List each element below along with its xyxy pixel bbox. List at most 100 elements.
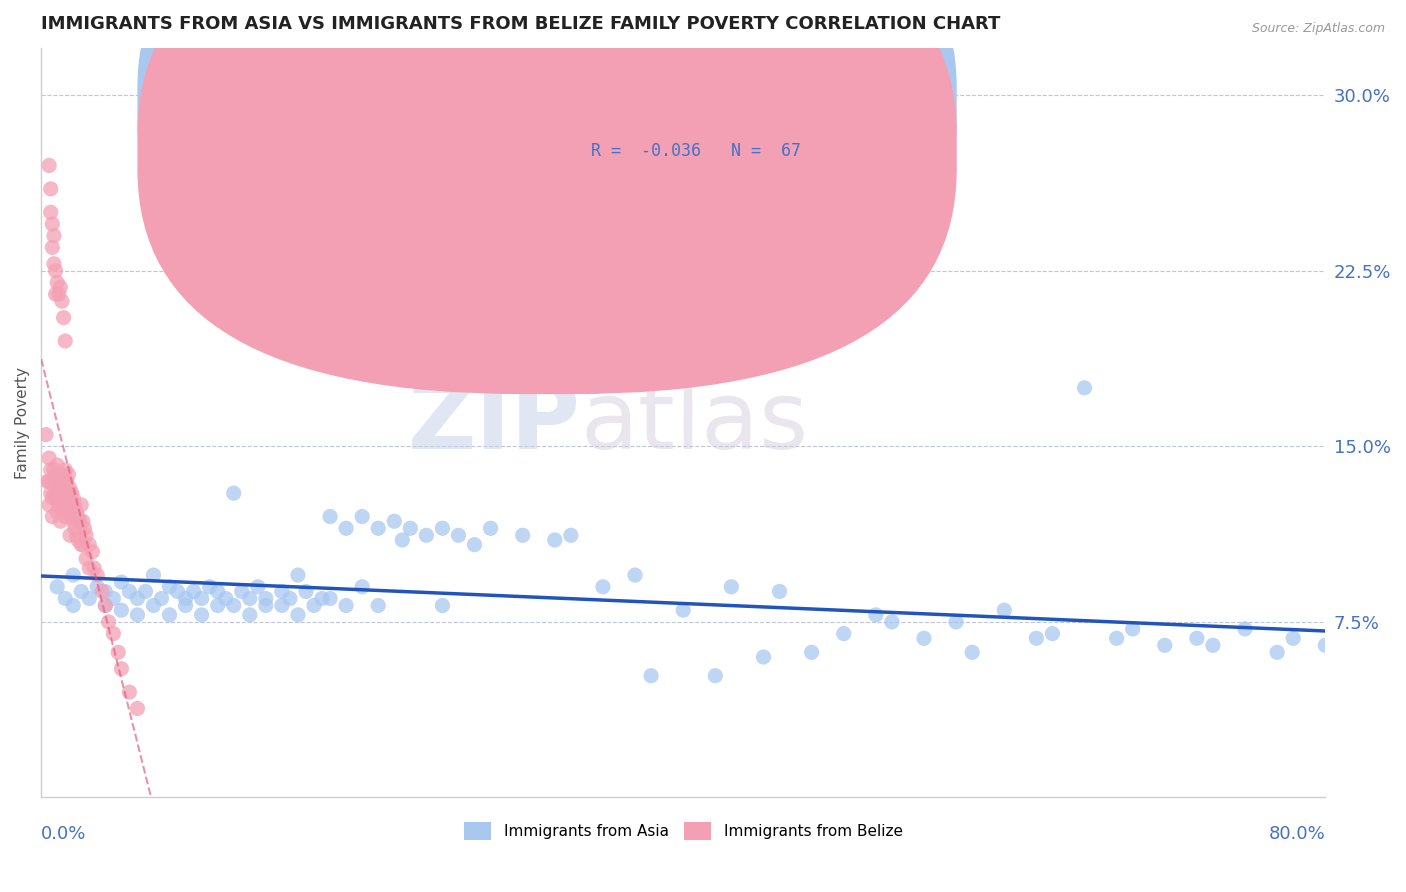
- Point: [335, 599, 357, 613]
- Point: [41, 240, 63, 254]
- Point: [1346, 632, 1368, 646]
- Point: [42, 228, 65, 243]
- Point: [37, 475, 59, 489]
- Point: [127, 701, 149, 715]
- Point: [254, 599, 277, 613]
- Point: [302, 599, 325, 613]
- Point: [207, 584, 229, 599]
- Point: [352, 580, 374, 594]
- Point: [46, 505, 69, 519]
- Point: [66, 533, 89, 547]
- Point: [52, 310, 75, 325]
- Point: [59, 528, 82, 542]
- Point: [38, 451, 60, 466]
- Point: [239, 607, 262, 622]
- Point: [77, 561, 100, 575]
- Point: [42, 257, 65, 271]
- Point: [59, 482, 82, 496]
- Point: [768, 584, 790, 599]
- Point: [72, 514, 94, 528]
- Point: [1362, 645, 1385, 659]
- Point: [246, 580, 269, 594]
- Point: [335, 521, 357, 535]
- Point: [367, 599, 389, 613]
- Point: [319, 509, 342, 524]
- Point: [190, 591, 212, 606]
- Point: [560, 528, 582, 542]
- Point: [832, 626, 855, 640]
- Point: [42, 486, 65, 500]
- Point: [86, 580, 108, 594]
- Point: [215, 591, 238, 606]
- Point: [53, 486, 76, 500]
- Text: 80.0%: 80.0%: [1268, 824, 1326, 843]
- Point: [38, 475, 60, 489]
- Point: [231, 584, 253, 599]
- Point: [391, 533, 413, 547]
- Point: [42, 463, 65, 477]
- Point: [39, 463, 62, 477]
- Point: [51, 294, 73, 309]
- Point: [53, 591, 76, 606]
- Point: [447, 528, 470, 542]
- Point: [198, 580, 221, 594]
- Point: [75, 551, 97, 566]
- Point: [46, 482, 69, 496]
- Point: [960, 645, 983, 659]
- Point: [52, 475, 75, 489]
- Point: [63, 498, 86, 512]
- Point: [75, 528, 97, 542]
- Text: R =  -0.036   N =  67: R = -0.036 N = 67: [591, 143, 801, 161]
- Point: [432, 599, 454, 613]
- Point: [53, 509, 76, 524]
- Y-axis label: Family Poverty: Family Poverty: [15, 367, 30, 479]
- Point: [60, 486, 83, 500]
- Point: [1265, 645, 1288, 659]
- Point: [62, 514, 84, 528]
- Point: [311, 591, 333, 606]
- Point: [45, 467, 67, 482]
- Point: [39, 486, 62, 500]
- Point: [127, 607, 149, 622]
- Point: [35, 427, 58, 442]
- Point: [45, 491, 67, 505]
- Point: [672, 603, 695, 617]
- Point: [94, 599, 117, 613]
- Point: [49, 280, 72, 294]
- Point: [48, 475, 70, 489]
- Point: [66, 509, 89, 524]
- Point: [207, 599, 229, 613]
- Point: [1042, 626, 1064, 640]
- Point: [479, 521, 502, 535]
- Point: [239, 591, 262, 606]
- Point: [83, 561, 105, 575]
- Point: [1105, 632, 1128, 646]
- FancyBboxPatch shape: [491, 71, 876, 183]
- Point: [107, 645, 129, 659]
- Point: [46, 458, 69, 472]
- Point: [70, 498, 93, 512]
- Point: [69, 514, 91, 528]
- Point: [59, 505, 82, 519]
- Point: [118, 584, 141, 599]
- Point: [62, 568, 84, 582]
- Text: 0.0%: 0.0%: [41, 824, 87, 843]
- Point: [52, 498, 75, 512]
- Point: [82, 544, 104, 558]
- Point: [41, 491, 63, 505]
- Point: [1202, 638, 1225, 652]
- Point: [77, 538, 100, 552]
- Point: [512, 528, 534, 542]
- Point: [58, 491, 80, 505]
- Point: [65, 528, 87, 542]
- Text: Source: ZipAtlas.com: Source: ZipAtlas.com: [1251, 22, 1385, 36]
- Point: [39, 205, 62, 219]
- Point: [278, 591, 301, 606]
- Point: [912, 632, 935, 646]
- Point: [720, 580, 742, 594]
- Point: [800, 645, 823, 659]
- Point: [65, 505, 87, 519]
- Text: atlas: atlas: [581, 377, 808, 469]
- Point: [72, 538, 94, 552]
- Point: [70, 584, 93, 599]
